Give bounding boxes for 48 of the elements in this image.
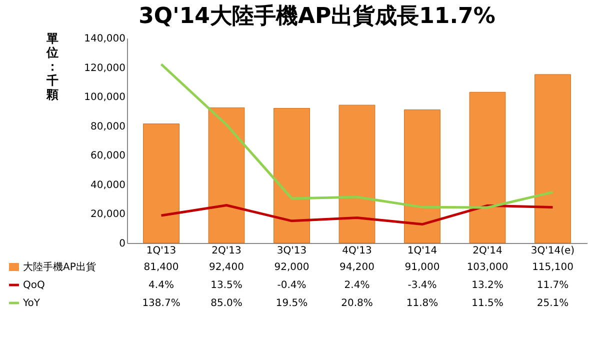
bar <box>274 108 310 244</box>
legend-label: YoY <box>22 298 41 309</box>
x-tick-label: 2Q'13 <box>212 246 242 256</box>
legend-label: QoQ <box>23 280 45 291</box>
bar <box>143 124 180 244</box>
y-tick-label: 0 <box>119 238 126 250</box>
data-label: 11.8% <box>406 298 438 309</box>
data-label: 81,400 <box>144 262 179 273</box>
data-label: 138.7% <box>142 298 180 309</box>
data-label: 11.5% <box>472 298 504 309</box>
x-tick-label: 4Q'13 <box>342 246 372 256</box>
data-label: -3.4% <box>408 280 437 291</box>
data-label: -0.4% <box>277 280 306 291</box>
x-tick-label: 3Q'14(e) <box>530 246 575 256</box>
x-tick-label: 3Q'13 <box>276 246 307 256</box>
data-label: 92,400 <box>209 262 244 273</box>
x-tick-label: 1Q'14 <box>407 246 438 256</box>
bar <box>469 92 506 244</box>
bar <box>534 74 571 244</box>
y-tick-label: 40,000 <box>90 180 126 191</box>
bar <box>404 110 440 244</box>
x-tick-label: 1Q'13 <box>146 246 176 256</box>
bar <box>208 107 245 244</box>
data-label: 92,000 <box>274 262 310 273</box>
chart-title: 3Q'14大陸手機AP出貨成長11.7% <box>138 4 496 29</box>
data-label: 94,200 <box>340 262 374 273</box>
data-label: 103,000 <box>466 262 508 273</box>
data-label: 91,000 <box>404 262 440 273</box>
x-tick-label: 2Q'14 <box>472 246 502 256</box>
data-label: 25.1% <box>536 298 569 309</box>
data-label: 19.5% <box>276 298 308 309</box>
data-label: 20.8% <box>341 298 373 309</box>
y-tick-label: 100,000 <box>84 92 126 104</box>
data-label: 115,100 <box>532 262 574 273</box>
data-label: 13.2% <box>472 280 504 291</box>
bar <box>338 104 376 244</box>
y-tick-label: 120,000 <box>84 62 126 74</box>
y-tick-label: 80,000 <box>90 121 126 132</box>
data-label: 4.4% <box>148 280 174 291</box>
y-tick-label: 140,000 <box>84 34 126 44</box>
data-label: 2.4% <box>344 280 370 291</box>
data-label: 85.0% <box>210 298 242 309</box>
data-label: 13.5% <box>210 280 242 291</box>
data-label: 11.7% <box>536 280 569 291</box>
y-tick-label: 20,000 <box>90 209 126 220</box>
legend-label: 大陸手機AP出貨 <box>23 261 96 273</box>
y-axis-title: 單位：千顆 <box>46 32 58 102</box>
y-tick-label: 60,000 <box>90 150 126 162</box>
